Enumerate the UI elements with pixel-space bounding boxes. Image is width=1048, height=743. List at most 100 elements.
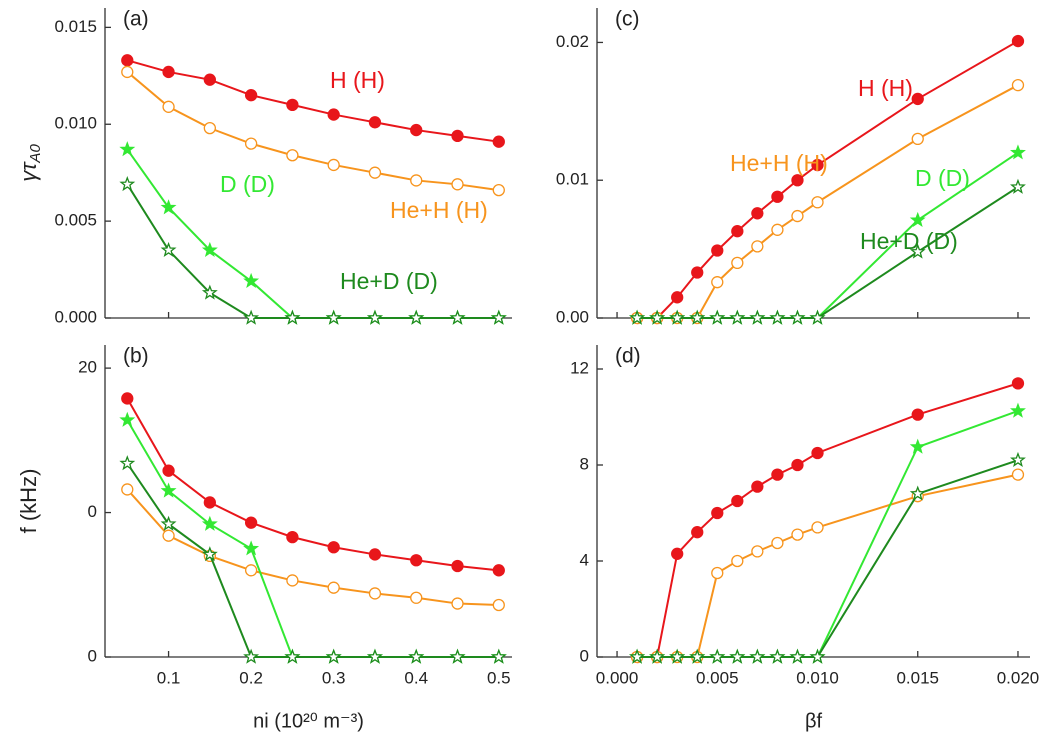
star-marker xyxy=(201,241,218,257)
star-marker xyxy=(160,241,177,257)
star-marker xyxy=(284,309,301,325)
y-tick-label: 0.02 xyxy=(556,32,589,51)
circle-marker xyxy=(731,256,744,270)
circle-marker xyxy=(203,496,216,509)
circle-marker xyxy=(492,135,505,148)
circle-marker xyxy=(410,591,423,604)
star-marker xyxy=(490,309,507,325)
y-tick-label: 0.015 xyxy=(54,17,97,36)
circle-marker xyxy=(451,559,464,573)
circle-marker xyxy=(911,132,924,146)
circle-marker xyxy=(492,183,505,197)
y-tick-label: 0.010 xyxy=(54,114,97,133)
circle-marker xyxy=(811,196,824,209)
series-annotation: H (H) xyxy=(858,75,913,101)
star-marker xyxy=(201,546,218,562)
series-line xyxy=(126,397,499,572)
star-marker xyxy=(789,309,806,325)
star-marker xyxy=(284,648,301,664)
x-tick-label: 0.3 xyxy=(322,668,346,687)
star-marker xyxy=(789,648,806,664)
circle-marker xyxy=(121,54,134,67)
circle-marker xyxy=(771,536,784,550)
circle-marker xyxy=(751,240,764,253)
circle-marker xyxy=(711,276,724,289)
x-axis-label: ni (10²⁰ m⁻³) xyxy=(253,710,364,732)
star-marker xyxy=(119,455,136,471)
circle-marker xyxy=(368,548,382,561)
star-marker xyxy=(1010,178,1026,194)
panel-label: (a) xyxy=(123,8,149,31)
circle-marker xyxy=(327,158,340,172)
circle-marker xyxy=(244,516,258,529)
circle-marker xyxy=(492,564,505,577)
series-line xyxy=(126,183,499,319)
x-tick-label: 0.1 xyxy=(157,668,181,687)
circle-marker xyxy=(410,174,423,187)
series-line xyxy=(637,84,1019,319)
panel-label: (d) xyxy=(615,345,641,368)
series-line xyxy=(126,419,499,658)
circle-marker xyxy=(671,547,684,560)
circle-marker xyxy=(731,225,744,238)
circle-marker xyxy=(203,73,216,86)
circle-marker xyxy=(327,108,340,121)
circle-marker xyxy=(811,158,824,172)
y-axis-label: γτA0 xyxy=(16,144,44,182)
series-annotation: He+H (H) xyxy=(730,150,828,176)
series-annotation: He+D (D) xyxy=(860,228,958,254)
circle-marker xyxy=(771,468,784,481)
y-tick-label: 12 xyxy=(570,358,589,377)
circle-marker xyxy=(1011,468,1025,481)
star-marker xyxy=(649,648,666,664)
star-marker xyxy=(408,309,425,325)
star-marker xyxy=(325,648,342,664)
y-tick-label: 0.005 xyxy=(54,211,97,230)
series-line xyxy=(127,59,499,143)
circle-marker xyxy=(286,574,299,587)
star-marker xyxy=(119,141,136,157)
star-marker xyxy=(629,648,646,664)
y-tick-label: 0 xyxy=(88,502,97,521)
series-line xyxy=(126,148,499,319)
panel-label: (c) xyxy=(615,8,640,31)
star-marker xyxy=(809,648,826,664)
x-tick-label: 0.5 xyxy=(487,668,511,687)
star-marker xyxy=(769,309,786,325)
star-marker xyxy=(909,211,926,227)
circle-marker xyxy=(451,597,464,610)
circle-marker xyxy=(203,121,216,135)
star-marker xyxy=(729,309,746,325)
y-tick-label: 0.00 xyxy=(556,307,589,326)
circle-marker xyxy=(711,506,724,520)
star-marker xyxy=(119,175,136,192)
x-tick-label: 0.015 xyxy=(896,668,939,687)
circle-marker xyxy=(731,554,744,568)
x-tick-label: 0.020 xyxy=(997,668,1040,687)
circle-marker xyxy=(1011,377,1025,390)
star-marker xyxy=(201,515,218,531)
series-line xyxy=(637,473,1019,658)
y-tick-label: 8 xyxy=(580,454,589,473)
circle-marker xyxy=(368,587,382,600)
star-marker xyxy=(160,199,177,215)
circle-marker xyxy=(286,530,299,544)
star-marker xyxy=(769,648,786,664)
circle-marker xyxy=(791,209,804,223)
circle-marker xyxy=(691,526,704,539)
series-annotation: He+D (D) xyxy=(340,268,438,294)
circle-marker xyxy=(811,521,824,534)
circle-marker xyxy=(451,178,464,191)
circle-marker xyxy=(121,65,134,79)
circle-marker xyxy=(121,483,134,496)
circle-marker xyxy=(731,494,744,508)
circle-marker xyxy=(911,408,924,421)
star-marker xyxy=(449,648,466,664)
circle-marker xyxy=(492,598,505,612)
series-annotation: D (D) xyxy=(220,171,275,197)
star-marker xyxy=(709,309,726,325)
star-marker xyxy=(649,309,666,325)
star-marker xyxy=(243,309,260,325)
y-axis-label-main: γτ xyxy=(16,161,41,182)
